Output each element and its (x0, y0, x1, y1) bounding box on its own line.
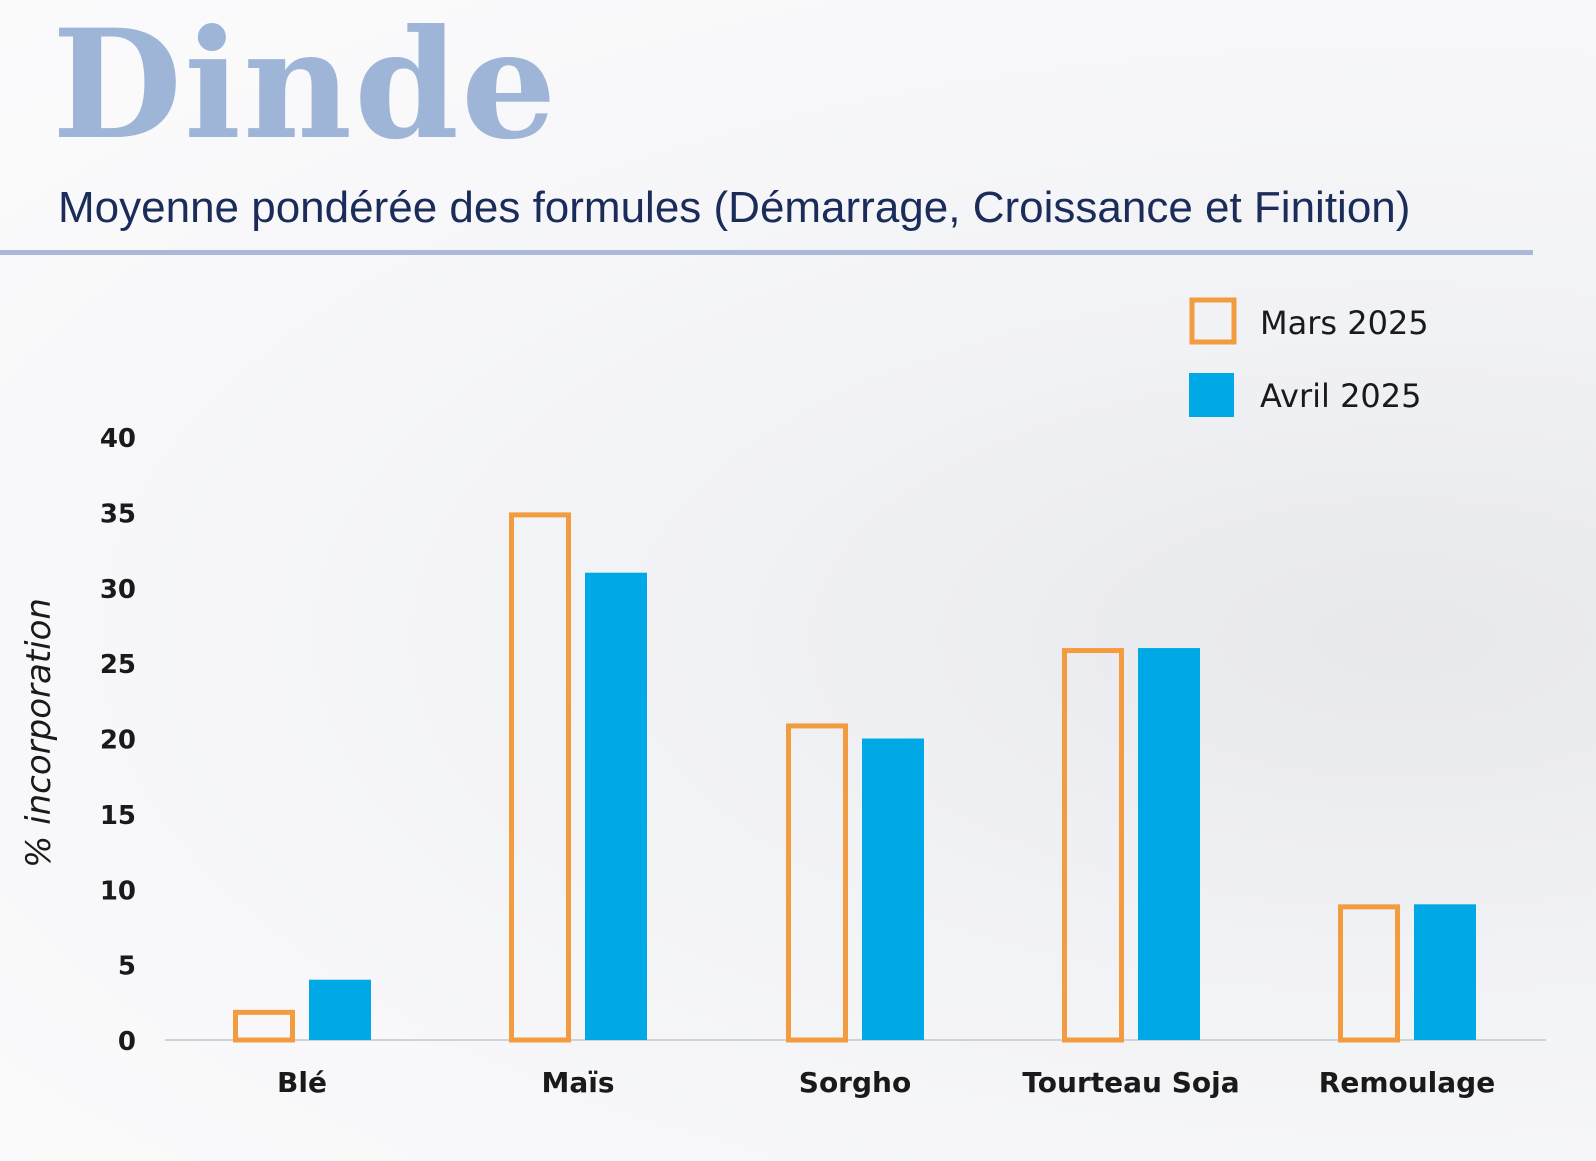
y-tick-label: 30 (100, 575, 136, 605)
bar-avril-2025 (862, 738, 924, 1040)
legend: Mars 2025 Avril 2025 (1189, 297, 1429, 417)
page-subtitle: Moyenne pondérée des formules (Démarrage… (58, 183, 1411, 232)
bar-avril-2025 (585, 572, 647, 1040)
bar-avril-2025 (309, 979, 371, 1040)
x-category-label: Tourteau Soja (1022, 1066, 1239, 1099)
y-axis-title: % incorporation (19, 598, 59, 868)
y-tick-label: 40 (100, 424, 136, 454)
bar-avril-2025 (1138, 648, 1200, 1040)
y-axis-ticks: 0 5 10 15 20 25 30 35 40 (100, 424, 136, 1057)
x-category-label: Blé (277, 1066, 327, 1099)
x-category-label: Maïs (541, 1066, 614, 1099)
y-tick-label: 10 (100, 876, 136, 906)
y-tick-label: 20 (100, 726, 136, 756)
legend-label: Avril 2025 (1260, 377, 1422, 415)
legend-swatch-avril (1189, 373, 1234, 417)
bar-mars-2025 (1062, 648, 1124, 1043)
y-tick-label: 35 (100, 499, 136, 529)
legend-label: Mars 2025 (1260, 304, 1429, 342)
legend-swatch-mars (1189, 297, 1237, 345)
bars-group (233, 512, 1476, 1043)
x-axis-labels: Blé Maïs Sorgho Tourteau Soja Remoulage (277, 1066, 1495, 1099)
page-title: Dinde (52, 0, 559, 173)
y-tick-label: 0 (118, 1027, 136, 1057)
y-tick-label: 25 (100, 650, 136, 680)
bar-mars-2025 (509, 512, 571, 1043)
x-category-label: Remoulage (1319, 1066, 1495, 1099)
bar-mars-2025 (786, 723, 848, 1043)
bar-avril-2025 (1414, 904, 1476, 1040)
y-tick-label: 15 (100, 801, 136, 831)
y-tick-label: 5 (118, 952, 136, 982)
bar-mars-2025 (233, 1009, 295, 1043)
x-category-label: Sorgho (799, 1066, 911, 1099)
bar-mars-2025 (1338, 904, 1400, 1043)
title-divider (0, 250, 1533, 255)
